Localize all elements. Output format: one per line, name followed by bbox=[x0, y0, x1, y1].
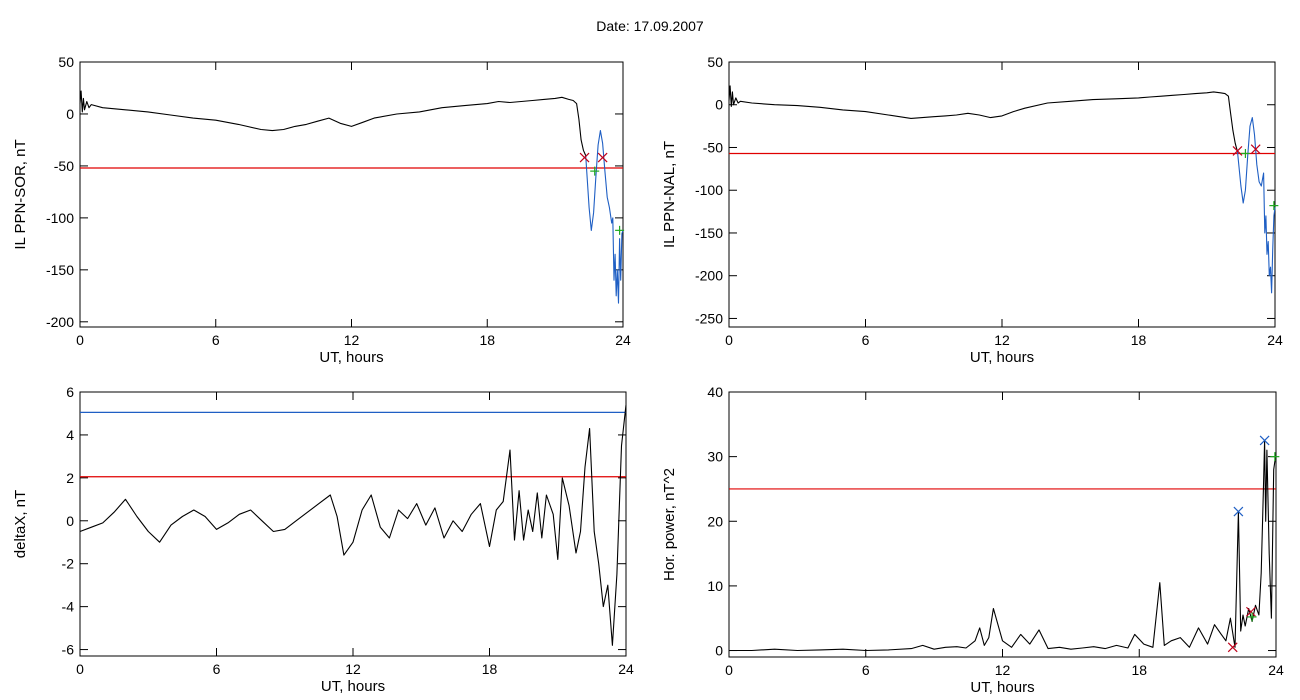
x-tick-label: 0 bbox=[76, 332, 84, 348]
plot-frame bbox=[79, 391, 627, 657]
event-marker bbox=[1247, 612, 1257, 622]
event-marker bbox=[1250, 144, 1261, 155]
y-tick-label: 50 bbox=[707, 54, 723, 70]
plot-frame bbox=[79, 61, 624, 328]
x-tick-label: 24 bbox=[1268, 662, 1284, 678]
chart-nal: 0 6 12 18 24 50 0 -50 -100 -150 -200 -250 UT, hours I… bbox=[661, 54, 1283, 366]
y-tick-label: 2 bbox=[66, 470, 74, 486]
figure-title: Date: 17.09.2007 bbox=[596, 18, 704, 34]
series-line bbox=[79, 404, 627, 646]
event-marker bbox=[1232, 145, 1243, 156]
y-tick-label: -6 bbox=[62, 642, 75, 658]
series-line bbox=[728, 85, 1239, 152]
series-line bbox=[1236, 117, 1276, 294]
x-axis-label: UT, hours bbox=[970, 679, 1034, 696]
event-marker bbox=[597, 152, 608, 163]
y-tick-label: 40 bbox=[707, 384, 723, 400]
event-marker bbox=[579, 152, 590, 163]
x-tick-label: 24 bbox=[1267, 332, 1283, 348]
y-tick-label: 0 bbox=[715, 97, 723, 113]
x-tick-label: 0 bbox=[76, 661, 84, 677]
y-tick-label: 0 bbox=[715, 643, 723, 659]
series-line bbox=[729, 439, 1277, 652]
x-tick-label: 18 bbox=[1131, 662, 1147, 678]
chart-deltax: 0 6 12 18 24 6 4 2 0 -2 -4 -6 UT, hours deltaX, nT bbox=[12, 384, 634, 695]
x-tick-label: 12 bbox=[344, 332, 360, 348]
y-tick-label: -150 bbox=[46, 262, 74, 278]
x-tick-label: 0 bbox=[725, 332, 733, 348]
x-tick-label: 12 bbox=[995, 662, 1011, 678]
x-axis-label: UT, hours bbox=[319, 349, 383, 366]
x-tick-label: 12 bbox=[345, 661, 361, 677]
y-axis-label: deltaX, nT bbox=[12, 490, 29, 558]
chart-hor-power: 0 6 12 18 24 40 30 20 10 0 UT, hours Hor. power, nT… bbox=[661, 384, 1284, 696]
x-axis-label: UT, hours bbox=[321, 678, 385, 695]
x-tick-label: 24 bbox=[618, 661, 634, 677]
event-marker bbox=[1240, 148, 1250, 158]
series-line bbox=[585, 130, 624, 304]
y-axis-label: IL PPN-NAL, nT bbox=[661, 141, 678, 248]
y-tick-label: -4 bbox=[62, 599, 75, 615]
y-tick-label: 6 bbox=[66, 384, 74, 400]
plot-frame bbox=[728, 61, 1276, 328]
x-tick-label: 6 bbox=[862, 662, 870, 678]
y-axis-label: IL PPN-SOR, nT bbox=[12, 139, 29, 249]
x-tick-label: 6 bbox=[862, 332, 870, 348]
y-tick-label: -2 bbox=[62, 556, 75, 572]
event-marker bbox=[590, 166, 600, 176]
y-tick-label: 4 bbox=[66, 427, 74, 443]
x-tick-label: 24 bbox=[615, 332, 631, 348]
y-tick-label: -100 bbox=[695, 182, 723, 198]
event-marker bbox=[1269, 201, 1279, 211]
x-tick-label: 6 bbox=[213, 661, 221, 677]
y-tick-label: 0 bbox=[66, 106, 74, 122]
y-tick-label: -50 bbox=[54, 158, 74, 174]
x-axis-label: UT, hours bbox=[970, 349, 1034, 366]
event-marker bbox=[615, 225, 625, 235]
y-tick-label: -100 bbox=[46, 210, 74, 226]
event-marker bbox=[1233, 506, 1244, 517]
x-tick-label: 12 bbox=[994, 332, 1010, 348]
y-tick-label: -200 bbox=[46, 314, 74, 330]
event-marker bbox=[1227, 642, 1238, 653]
y-tick-label: -150 bbox=[695, 225, 723, 241]
y-tick-label: -50 bbox=[703, 139, 723, 155]
y-axis-label: Hor. power, nT^2 bbox=[661, 468, 678, 581]
event-marker bbox=[1259, 435, 1270, 446]
y-tick-label: -200 bbox=[695, 268, 723, 284]
x-tick-label: 18 bbox=[479, 332, 495, 348]
series-line bbox=[79, 90, 587, 156]
event-marker bbox=[1270, 452, 1280, 462]
x-tick-label: 6 bbox=[212, 332, 220, 348]
y-tick-label: 0 bbox=[66, 513, 74, 529]
y-tick-label: 20 bbox=[707, 513, 723, 529]
plot-frame bbox=[728, 391, 1277, 658]
y-tick-label: 10 bbox=[707, 578, 723, 594]
y-tick-label: 50 bbox=[58, 54, 74, 70]
event-marker bbox=[1246, 606, 1256, 617]
x-tick-label: 0 bbox=[725, 662, 733, 678]
x-tick-label: 18 bbox=[1131, 332, 1147, 348]
y-tick-label: -250 bbox=[695, 310, 723, 326]
y-tick-label: 30 bbox=[707, 449, 723, 465]
x-tick-label: 18 bbox=[482, 661, 498, 677]
chart-sor: 0 6 12 18 24 50 0 -50 -100 -150 -200 UT, hours IL PP… bbox=[12, 54, 631, 366]
